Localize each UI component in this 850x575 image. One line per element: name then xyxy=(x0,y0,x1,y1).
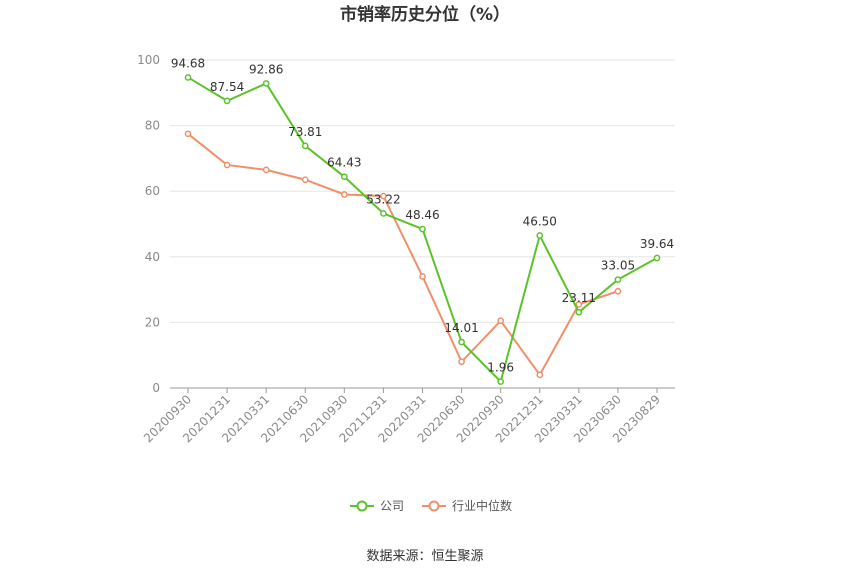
y-tick-label: 60 xyxy=(145,184,160,198)
legend-label: 公司 xyxy=(380,499,404,513)
data-point xyxy=(575,308,583,316)
data-point xyxy=(262,80,270,87)
axes: 0204060801002020093020201231202103312021… xyxy=(137,53,675,445)
data-label: 94.68 xyxy=(171,56,205,70)
y-tick-label: 100 xyxy=(137,53,160,67)
data-label: 1.96 xyxy=(487,361,514,375)
data-point xyxy=(340,191,348,198)
data-point xyxy=(497,378,505,385)
data-point xyxy=(380,192,387,200)
data-point xyxy=(575,301,583,308)
series-line-industry-median xyxy=(187,133,619,377)
source-note: 数据来源：恒生聚源 xyxy=(366,549,483,564)
data-point xyxy=(536,371,544,379)
data-label: 48.46 xyxy=(405,208,439,222)
data-label: 23.11 xyxy=(562,291,596,305)
data-point xyxy=(458,358,465,366)
data-label: 92.86 xyxy=(249,62,283,76)
grid-lines xyxy=(170,59,675,323)
data-point xyxy=(340,173,348,181)
data-point xyxy=(614,287,622,295)
series xyxy=(184,74,661,385)
data-labels: 94.68 87.54 92.86 73.81 64.43 53.22 48.46 14.01… xyxy=(171,56,674,374)
data-point xyxy=(223,161,231,169)
legend: 公司 行业中位数 xyxy=(350,498,512,513)
data-point xyxy=(184,74,192,81)
data-point xyxy=(536,232,544,239)
data-point xyxy=(301,176,309,184)
y-tick-label: 20 xyxy=(145,315,160,329)
data-point xyxy=(184,130,192,138)
chart-title: 市销率历史分位（%） xyxy=(340,4,510,25)
data-label: 46.50 xyxy=(523,214,557,228)
data-label: 14.01 xyxy=(444,321,478,335)
data-label: 39.64 xyxy=(640,237,674,251)
data-point xyxy=(223,97,231,105)
data-point xyxy=(380,210,387,217)
data-label: 33.05 xyxy=(601,259,635,273)
data-label: 64.43 xyxy=(327,156,361,170)
y-tick-label: 80 xyxy=(145,119,160,133)
data-point xyxy=(497,317,505,325)
data-label: 87.54 xyxy=(210,80,244,94)
data-point xyxy=(458,338,465,346)
data-point xyxy=(614,276,622,283)
legend-marker xyxy=(356,500,368,512)
data-point xyxy=(262,166,270,174)
legend-label: 行业中位数 xyxy=(452,498,512,513)
data-label: 53.22 xyxy=(366,192,400,206)
data-point xyxy=(301,142,309,150)
data-point xyxy=(419,225,426,233)
data-point xyxy=(419,273,426,280)
y-tick-label: 40 xyxy=(145,250,160,264)
data-label: 73.81 xyxy=(288,125,322,139)
legend-marker xyxy=(428,500,440,512)
y-tick-label: 0 xyxy=(152,381,160,395)
data-point xyxy=(653,254,661,262)
